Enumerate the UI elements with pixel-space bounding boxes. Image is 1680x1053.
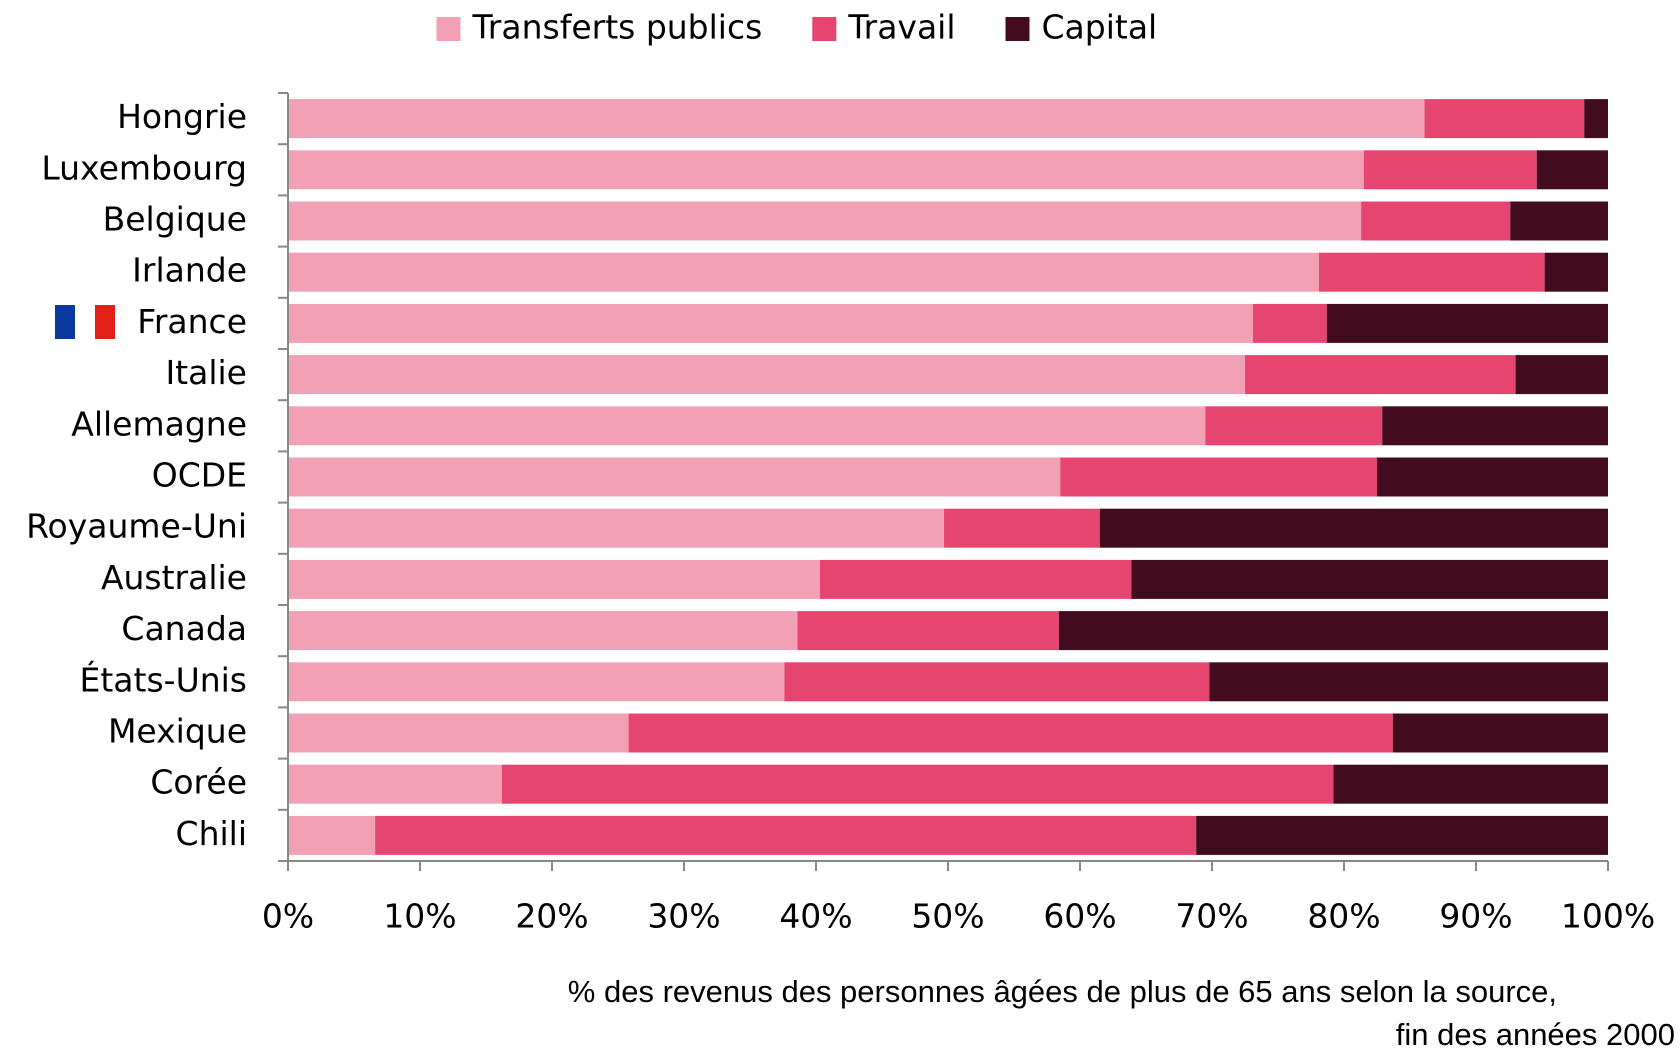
bar-segment — [288, 252, 1319, 292]
x-tick-label: 0% — [262, 897, 314, 936]
bar-segment — [1196, 815, 1608, 855]
bar-segment — [1536, 150, 1608, 190]
x-tick-label: 20% — [515, 897, 588, 936]
bar-segment — [628, 713, 1393, 753]
bar-segment — [501, 764, 1334, 804]
x-tick-label: 10% — [383, 897, 456, 936]
x-tick-label: 90% — [1439, 897, 1512, 936]
bar-segment — [1252, 303, 1327, 343]
bar-segment — [1584, 99, 1608, 139]
legend-swatch — [436, 17, 461, 41]
legend-label: Capital — [1042, 8, 1158, 47]
y-tick-label: Luxembourg — [41, 148, 247, 187]
bar-segment — [784, 662, 1210, 702]
x-axis-label: % des revenus des personnes âgées de plu… — [568, 974, 1557, 1009]
bar-segment — [288, 150, 1364, 190]
legend-swatch — [812, 17, 837, 41]
bar-segment — [288, 508, 945, 548]
bar-segment — [1510, 201, 1608, 241]
bar-segment — [288, 713, 629, 753]
y-tick-label: Chili — [176, 814, 247, 853]
bar-segment — [819, 559, 1132, 599]
bar-segment — [288, 303, 1253, 343]
bar-segment — [944, 508, 1100, 548]
x-axis-label: fin des années 2000 — [1396, 1017, 1675, 1052]
y-tick-label: Belgique — [103, 200, 247, 239]
x-tick-label: 80% — [1307, 897, 1380, 936]
y-tick-label: Canada — [121, 609, 247, 648]
bar-segment — [288, 201, 1362, 241]
x-tick-label: 100% — [1561, 897, 1655, 936]
bar-segment — [1333, 764, 1608, 804]
bar-segment — [288, 764, 502, 804]
bar-segment — [1515, 355, 1608, 395]
x-tick-label: 40% — [779, 897, 852, 936]
bar-segment — [288, 815, 376, 855]
y-tick-label: Mexique — [108, 712, 247, 751]
bar-segment — [1209, 662, 1608, 702]
y-tick-label: Italie — [165, 353, 247, 392]
bar-segment — [288, 355, 1245, 395]
bar-segment — [1382, 406, 1608, 446]
legend-label: Transferts publics — [472, 8, 763, 47]
bar-segment — [1205, 406, 1383, 446]
y-tick-label: États-Unis — [80, 659, 247, 699]
y-tick-label: Australie — [101, 558, 247, 597]
bar-segment — [1326, 303, 1608, 343]
france-flag — [55, 305, 115, 339]
bar-segment — [288, 611, 798, 651]
bar-segment — [1392, 713, 1608, 753]
bar-segment — [1424, 99, 1585, 139]
bar-segment — [1060, 457, 1377, 497]
y-tick-label: Allemagne — [71, 404, 247, 443]
bar-segment — [288, 559, 820, 599]
bar-segment — [288, 406, 1206, 446]
bar-segment — [1361, 201, 1511, 241]
bar-segment — [288, 662, 785, 702]
legend-swatch — [1005, 17, 1030, 41]
x-tick-label: 60% — [1043, 897, 1116, 936]
y-tick-label: France — [137, 302, 247, 341]
x-tick-label: 70% — [1175, 897, 1248, 936]
y-tick-label: OCDE — [152, 456, 247, 495]
bar-segment — [288, 457, 1061, 497]
legend-label: Travail — [847, 8, 955, 47]
bar-segment — [375, 815, 1197, 855]
y-tick-label: Royaume-Uni — [26, 507, 247, 546]
y-tick-label: Irlande — [132, 251, 247, 290]
bar-segment — [1363, 150, 1537, 190]
y-tick-label: Hongrie — [117, 97, 247, 136]
bar-segment — [1058, 611, 1608, 651]
y-tick-label: Corée — [150, 763, 247, 802]
bar-segment — [797, 611, 1059, 651]
bar-segment — [1245, 355, 1516, 395]
x-tick-label: 30% — [647, 897, 720, 936]
bar-segment — [1318, 252, 1545, 292]
bar-segment — [1544, 252, 1608, 292]
bar-segment — [1131, 559, 1608, 599]
x-tick-label: 50% — [911, 897, 984, 936]
bar-segment — [1099, 508, 1608, 548]
bar-segment — [288, 99, 1425, 139]
bar-segment — [1377, 457, 1608, 497]
